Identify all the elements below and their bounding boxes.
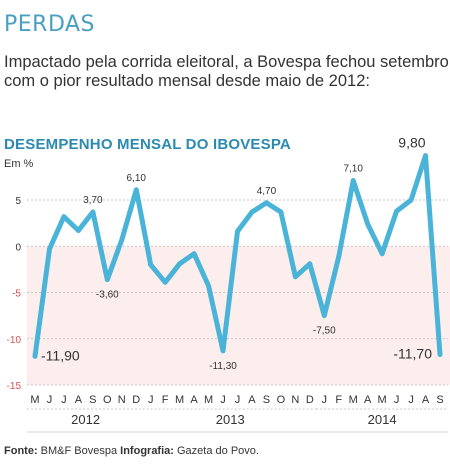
y-tick-label: -10 — [7, 335, 22, 346]
x-tick-label: A — [248, 394, 256, 406]
data-point — [292, 274, 298, 280]
x-tick-label: J — [322, 394, 328, 406]
data-point — [264, 200, 269, 206]
data-point — [423, 153, 428, 159]
data-point — [32, 353, 38, 359]
negative-region-band — [27, 246, 450, 385]
x-tick-label: M — [378, 394, 387, 406]
data-label: 9,80 — [398, 135, 425, 151]
data-point — [437, 352, 443, 357]
data-point — [177, 261, 183, 267]
x-tick-label: O — [103, 394, 112, 406]
data-point — [249, 209, 255, 215]
x-tick-label: S — [89, 394, 96, 406]
data-point — [61, 214, 67, 220]
x-tick-label: A — [422, 394, 430, 406]
data-point — [350, 178, 356, 183]
data-point — [191, 251, 197, 257]
x-tick-label: J — [220, 394, 226, 406]
data-point — [220, 348, 226, 354]
data-point — [47, 246, 52, 252]
infographic-value: Gazeta do Povo. — [177, 445, 259, 457]
data-point — [75, 228, 81, 233]
data-label: -11,30 — [209, 361, 237, 372]
x-tick-label: N — [291, 394, 299, 406]
x-tick-label: F — [162, 394, 169, 406]
x-tick-label: F — [335, 394, 342, 406]
y-tick-label: -15 — [7, 381, 22, 392]
x-tick-label: J — [47, 394, 53, 406]
data-point — [307, 261, 313, 267]
data-point — [336, 254, 342, 259]
x-tick-label: J — [148, 394, 154, 406]
data-point — [365, 221, 371, 227]
data-label: 6,10 — [127, 173, 147, 184]
x-tick-label: M — [349, 394, 358, 406]
year-label: 2013 — [216, 412, 245, 427]
x-tick-label: D — [306, 394, 314, 406]
y-tick-label: 0 — [15, 242, 21, 253]
x-tick-label: N — [118, 394, 126, 406]
data-point — [90, 209, 96, 215]
year-label: 2012 — [71, 412, 100, 427]
data-point — [148, 262, 154, 268]
data-label: -11,70 — [393, 345, 432, 361]
x-tick-label: D — [132, 394, 140, 406]
x-tick-label: J — [394, 394, 400, 406]
data-label: 3,70 — [83, 195, 103, 206]
infographic-label: Infografia: — [120, 445, 174, 457]
x-tick-label: S — [263, 394, 270, 406]
lead-text: Impactado pela corrida eleitoral, a Bove… — [4, 53, 449, 90]
data-label: -7,50 — [313, 326, 336, 337]
data-point — [104, 277, 110, 282]
data-point — [206, 283, 211, 289]
data-point — [394, 208, 400, 214]
data-label: 7,10 — [343, 164, 363, 175]
y-tick-label: -5 — [12, 289, 21, 300]
data-label: -11,90 — [41, 347, 80, 363]
source-line: Fonte: BM&F Bovespa Infografia: Gazeta d… — [4, 445, 259, 457]
source-value: BM&F Bovespa — [40, 445, 118, 457]
data-point — [321, 313, 327, 319]
x-tick-label: A — [364, 394, 372, 406]
data-label: -3,60 — [96, 290, 119, 301]
data-point — [162, 279, 168, 285]
kicker-title: PERDAS — [4, 12, 96, 37]
data-point — [133, 187, 139, 193]
x-tick-label: O — [277, 394, 286, 406]
source-label: Fonte: — [4, 445, 38, 457]
x-tick-label: A — [75, 394, 83, 406]
x-tick-label: J — [61, 394, 67, 406]
data-point — [119, 237, 125, 243]
x-tick-label: M — [30, 394, 39, 406]
y-axis-unit: Em % — [4, 158, 34, 170]
chart-title: DESEMPENHO MENSAL DO IBOVESPA — [4, 136, 291, 153]
x-tick-label: A — [190, 394, 198, 406]
y-tick-label: 5 — [15, 196, 21, 207]
year-label: 2014 — [368, 412, 397, 427]
x-tick-label: S — [436, 394, 443, 406]
data-point — [278, 209, 284, 215]
x-tick-label: M — [204, 394, 213, 406]
x-tick-label: J — [235, 394, 241, 406]
data-point — [408, 197, 414, 203]
data-point — [235, 229, 240, 234]
data-label: 4,70 — [257, 186, 277, 197]
data-point — [379, 251, 385, 257]
x-tick-label: M — [175, 394, 184, 406]
x-tick-label: J — [408, 394, 414, 406]
